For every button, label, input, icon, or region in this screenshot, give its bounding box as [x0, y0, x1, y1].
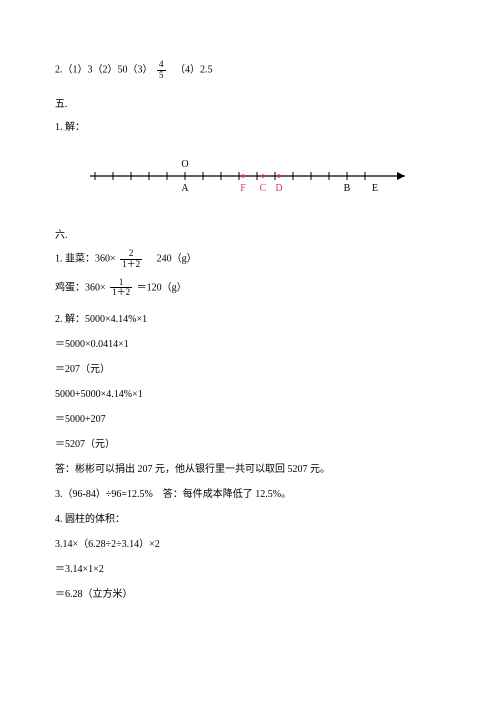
label-D: D — [275, 183, 282, 194]
label-C: C — [260, 183, 267, 194]
label-A: A — [181, 183, 189, 194]
text: ＝120（g） — [137, 282, 187, 293]
section-5: 五. — [55, 95, 445, 114]
p2-4: 5000+5000×4.14%×1 — [55, 385, 445, 404]
text: 2.（1）3（2）50（3） — [55, 65, 153, 76]
text: 1. 韭菜：360× — [55, 253, 116, 264]
p2-5: ＝5000+207 — [55, 410, 445, 429]
p2-1: 2. 解：5000×4.14%×1 — [55, 310, 445, 329]
p3-1: 3.（96-84）÷96=12.5% 答：每件成本降低了 12.5%。 — [55, 485, 445, 504]
text: （4）2.5 — [170, 65, 213, 76]
p2-3: ＝207（元） — [55, 360, 445, 379]
line-2: 2.（1）3（2）50（3） 4 5 （4）2.5 — [55, 60, 445, 81]
p2-6: ＝5207（元） — [55, 435, 445, 454]
text: 240（g） — [147, 253, 197, 264]
fraction-2-1p2: 2 1＋2 — [120, 249, 142, 270]
label-E: E — [372, 183, 378, 194]
line-6-2: 鸡蛋：360× 1 1＋2 ＝120（g） — [55, 278, 445, 299]
label-F: F — [240, 183, 246, 194]
p2-2: ＝5000×0.0414×1 — [55, 335, 445, 354]
p4-1: 4. 圆柱的体积： — [55, 510, 445, 529]
p2-7: 答：彬彬可以捐出 207 元，他从银行里一共可以取回 5207 元。 — [55, 460, 445, 479]
section-6: 六. — [55, 226, 445, 245]
line-6-1: 1. 韭菜：360× 2 1＋2 240（g） — [55, 249, 445, 270]
text: 鸡蛋：360× — [55, 282, 106, 293]
line-5-1: 1. 解： — [55, 118, 445, 137]
number-line: O A B E F C D — [85, 151, 445, 208]
p4-2: 3.14×（6.28÷2÷3.14）×2 — [55, 535, 445, 554]
label-B: B — [344, 183, 351, 194]
p4-4: ＝6.28（立方米） — [55, 585, 445, 604]
label-O: O — [181, 159, 188, 170]
p4-3: ＝3.14×1×2 — [55, 560, 445, 579]
fraction-1-1p2: 1 1＋2 — [110, 278, 132, 299]
fraction-4-5: 4 5 — [157, 60, 166, 81]
